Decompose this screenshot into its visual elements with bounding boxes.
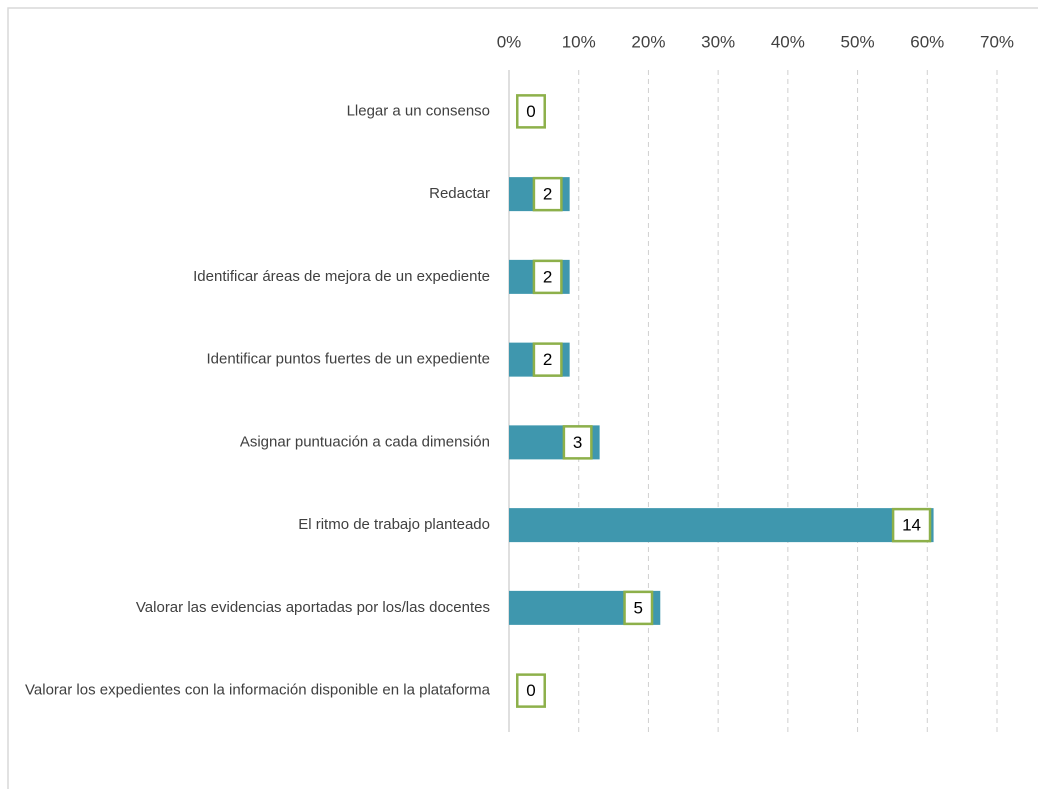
data-label-text: 2 [543, 350, 552, 369]
data-label-box [891, 507, 932, 543]
y-tick-label: Asignar puntuación a cada dimensión [240, 433, 490, 450]
data-label-box [532, 342, 563, 377]
y-tick-label: Valorar los expedientes con la informaci… [25, 682, 491, 699]
y-tick-label: Llegar a un consenso [347, 102, 490, 119]
y-tick-label: Valorar las evidencias aportadas por los… [136, 599, 490, 616]
data-label-text: 5 [634, 598, 643, 617]
data-label-box [562, 425, 593, 460]
y-tick-label: El ritmo de trabajo planteado [298, 516, 490, 533]
bar [509, 508, 934, 543]
x-tick-label: 70% [980, 32, 1014, 51]
x-tick-label: 10% [562, 32, 596, 51]
x-tick-label: 0% [497, 32, 522, 51]
data-label-text: 14 [902, 516, 921, 535]
data-label-box [516, 94, 546, 129]
x-tick-label: 40% [771, 32, 805, 51]
data-label-text: 2 [543, 185, 552, 204]
data-label: 2 [532, 259, 563, 295]
data-label-text: 3 [573, 433, 582, 452]
data-label-text: 0 [526, 102, 535, 121]
y-tick-label: Redactar [429, 185, 490, 202]
data-label: 5 [623, 590, 654, 626]
data-label: 0 [516, 673, 546, 708]
data-label-text: 2 [543, 267, 552, 286]
data-label: 3 [562, 425, 593, 460]
x-tick-label: 60% [910, 32, 944, 51]
data-label: 14 [891, 507, 932, 543]
data-label: 2 [532, 176, 563, 212]
chart-frame [7, 7, 1038, 789]
data-label-box [532, 176, 563, 212]
x-tick-label: 30% [701, 32, 735, 51]
data-label: 2 [532, 342, 563, 377]
y-tick-label: Identificar áreas de mejora de un expedi… [193, 268, 490, 285]
data-label-box [532, 259, 563, 295]
data-label-box [516, 673, 546, 708]
y-tick-label: Identificar puntos fuertes de un expedie… [206, 351, 490, 368]
x-tick-label: 50% [841, 32, 875, 51]
x-tick-label: 20% [631, 32, 665, 51]
data-label-text: 0 [526, 681, 535, 700]
data-label-box [623, 590, 654, 626]
data-label: 0 [516, 94, 546, 129]
